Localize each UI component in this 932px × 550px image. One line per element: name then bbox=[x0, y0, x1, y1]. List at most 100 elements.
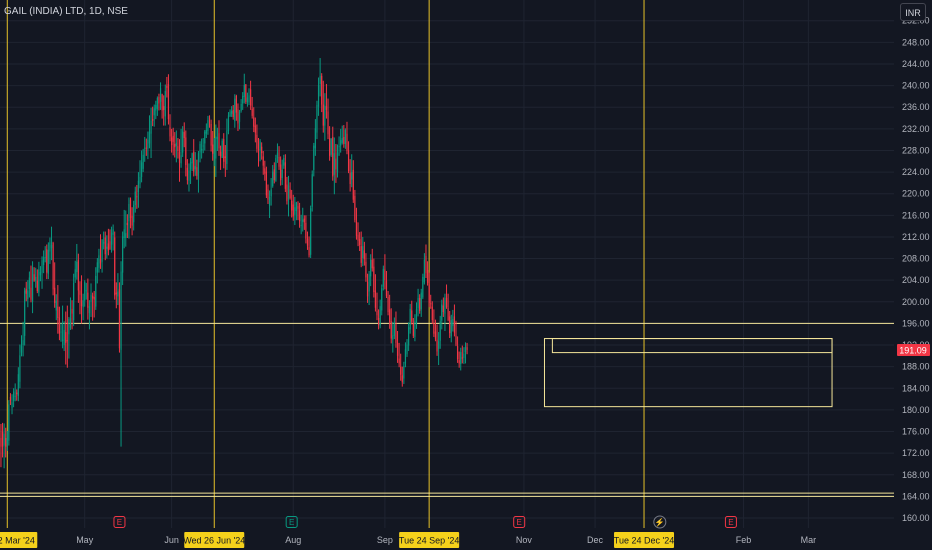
candle-body bbox=[417, 298, 419, 309]
earnings-event-icon[interactable] bbox=[285, 516, 298, 528]
candle-body bbox=[152, 119, 154, 121]
candle-body bbox=[213, 153, 215, 159]
candle-body bbox=[395, 323, 397, 343]
y-tick-label: 168.00 bbox=[902, 470, 930, 480]
candle-body bbox=[235, 95, 237, 113]
candle-body bbox=[453, 316, 456, 333]
candle-body bbox=[406, 344, 408, 355]
candle-body bbox=[303, 218, 305, 223]
date-badge-label: Fri 22 Mar '24 bbox=[0, 536, 35, 546]
y-tick-label: 196.00 bbox=[902, 318, 930, 328]
candle-body bbox=[265, 171, 267, 196]
candle-body bbox=[76, 261, 78, 273]
candle-body bbox=[226, 130, 228, 164]
candle-body bbox=[35, 276, 37, 281]
candle-body bbox=[412, 323, 414, 336]
candle-body bbox=[370, 259, 372, 277]
candle-body bbox=[311, 174, 313, 207]
candle-body bbox=[322, 104, 324, 126]
candle-body bbox=[17, 374, 19, 396]
candle-body bbox=[71, 308, 73, 314]
candle-body bbox=[183, 132, 185, 139]
candle-body bbox=[442, 305, 444, 313]
currency-button[interactable]: INR bbox=[900, 3, 926, 21]
candle-body bbox=[16, 392, 18, 395]
candle-body bbox=[1, 432, 4, 447]
candle-body bbox=[264, 168, 266, 174]
candle-body bbox=[133, 205, 135, 223]
earnings-event-icon[interactable] bbox=[724, 516, 737, 528]
candle-body bbox=[245, 84, 247, 102]
candle-body bbox=[332, 136, 334, 177]
date-badge bbox=[0, 532, 38, 548]
candle-body bbox=[30, 287, 32, 300]
candle-body bbox=[393, 324, 395, 336]
candle-body bbox=[172, 135, 174, 142]
candle-body bbox=[234, 98, 236, 122]
y-tick-label: 172.00 bbox=[902, 448, 930, 458]
candle-body bbox=[223, 139, 225, 162]
y-tick-label: 220.00 bbox=[902, 189, 930, 199]
candle-body bbox=[325, 106, 328, 110]
earnings-event-icon[interactable] bbox=[113, 516, 126, 528]
candle-body bbox=[87, 292, 89, 308]
candle-body bbox=[107, 243, 109, 251]
candle-body bbox=[123, 229, 125, 239]
y-tick-label: 176.00 bbox=[902, 427, 930, 437]
x-tick-label: Jun bbox=[164, 535, 179, 545]
candle-body bbox=[0, 438, 2, 447]
candle-body bbox=[396, 342, 399, 356]
candle-body bbox=[205, 129, 207, 134]
candle-body bbox=[280, 164, 282, 181]
y-tick-label: 228.00 bbox=[902, 145, 930, 155]
candle-body bbox=[88, 306, 91, 314]
candle-body bbox=[9, 396, 12, 401]
earnings-event-icon[interactable] bbox=[513, 516, 526, 528]
candle-body bbox=[148, 131, 151, 144]
candle-body bbox=[291, 200, 293, 211]
y-tick-label: 212.00 bbox=[902, 232, 930, 242]
candle-body bbox=[193, 151, 195, 172]
candle-body bbox=[114, 237, 116, 296]
candle-body bbox=[3, 433, 5, 446]
candle-body bbox=[134, 191, 136, 206]
candle-body bbox=[6, 438, 8, 444]
candle-body bbox=[257, 149, 260, 151]
x-tick-label: Sep bbox=[377, 535, 393, 545]
candle-body bbox=[232, 109, 234, 117]
candle-body bbox=[36, 280, 38, 291]
candle-body bbox=[38, 269, 40, 293]
rectangle-drawing[interactable] bbox=[551, 338, 833, 354]
candle-body bbox=[20, 346, 23, 353]
candle-body bbox=[158, 96, 160, 104]
candle-body bbox=[377, 318, 380, 326]
candle-body bbox=[112, 229, 114, 235]
dividend-event-icon[interactable] bbox=[653, 515, 667, 529]
candle-body bbox=[333, 153, 335, 175]
candle-body bbox=[461, 357, 463, 359]
event-marker-label: E bbox=[728, 518, 733, 527]
candle-body bbox=[441, 304, 443, 321]
candle-body bbox=[306, 239, 309, 246]
candle-body bbox=[436, 339, 438, 352]
candle-body bbox=[61, 339, 64, 341]
candle-body bbox=[80, 300, 83, 307]
candle-body bbox=[268, 196, 271, 206]
date-badge bbox=[184, 532, 245, 548]
candle-body bbox=[47, 249, 49, 274]
candle-body bbox=[270, 189, 272, 197]
candle-body bbox=[400, 366, 402, 375]
candle-body bbox=[384, 269, 386, 281]
candle-body bbox=[84, 281, 86, 301]
candle-body bbox=[131, 215, 133, 226]
candle-body bbox=[422, 276, 424, 298]
price-axis bbox=[894, 0, 932, 550]
candle-body bbox=[79, 290, 81, 295]
candle-body bbox=[430, 303, 432, 305]
candle-body bbox=[305, 222, 307, 239]
symbol-title[interactable]: GAIL (INDIA) LTD, 1D, NSE bbox=[4, 6, 128, 17]
candle-body bbox=[390, 321, 392, 339]
candle-body bbox=[275, 158, 277, 181]
